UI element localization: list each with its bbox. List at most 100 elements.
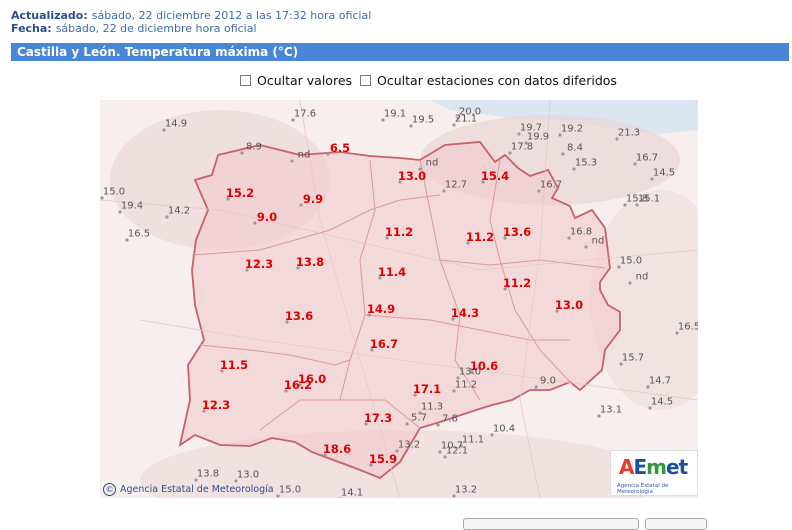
station-value[interactable]: 16.7: [369, 337, 399, 351]
station-value[interactable]: 17.3: [363, 411, 393, 425]
station-value[interactable]: 15.0: [619, 255, 643, 267]
station-value[interactable]: 11.4: [377, 265, 407, 279]
station-value[interactable]: 19.2: [560, 123, 584, 135]
station-value[interactable]: 13.0: [397, 169, 427, 183]
station-dot: [436, 423, 440, 427]
station-value[interactable]: 9.0: [540, 375, 556, 387]
station-value[interactable]: 14.1: [340, 487, 364, 499]
hide-stations-option[interactable]: Ocultar estaciones con datos diferidos: [360, 73, 617, 88]
station-dot: [537, 189, 541, 193]
date-value: sábado, 22 de diciembre hora oficial: [55, 22, 257, 35]
station-value[interactable]: 15.3: [574, 157, 598, 169]
station-value[interactable]: 10.7: [440, 440, 464, 452]
station-value[interactable]: 7.8: [442, 413, 458, 425]
aemet-logo-text: AEmet: [619, 455, 688, 479]
hide-values-option[interactable]: Ocultar valores: [240, 73, 352, 88]
station-value[interactable]: 17.8: [510, 141, 534, 153]
station-value[interactable]: 19.9: [526, 131, 550, 143]
station-value[interactable]: 13.2: [454, 484, 478, 496]
station-value[interactable]: 15.9: [368, 452, 398, 466]
station-dot: [534, 385, 538, 389]
station-value[interactable]: 15.0: [278, 484, 302, 496]
station-value[interactable]: nd: [635, 271, 649, 283]
station-value[interactable]: 8.4: [567, 142, 583, 154]
hide-values-checkbox[interactable]: [240, 75, 251, 86]
station-value[interactable]: 13.8: [295, 255, 325, 269]
bottom-select[interactable]: [463, 518, 639, 530]
station-value[interactable]: 11.2: [502, 276, 532, 290]
station-value[interactable]: 20.0: [458, 106, 482, 118]
station-value[interactable]: 14.3: [450, 306, 480, 320]
station-value[interactable]: 18.6: [322, 442, 352, 456]
station-value[interactable]: 15.1: [637, 193, 661, 205]
station-value[interactable]: 17.1: [412, 382, 442, 396]
station-value[interactable]: nd: [425, 157, 439, 169]
station-value[interactable]: 15.4: [480, 169, 510, 183]
station-value[interactable]: 19.7: [519, 122, 543, 134]
station-value[interactable]: 14.9: [164, 118, 188, 130]
station-value[interactable]: 15.8: [625, 193, 649, 205]
temperature-map[interactable]: 17.6 19.1 19.5 20.0 21.1 14.9 8.9 nd nd 19.7 19.2 1…: [100, 100, 698, 498]
station-value[interactable]: 14.2: [167, 205, 191, 217]
station-value[interactable]: 13.1: [599, 404, 623, 416]
station-value[interactable]: 13.0: [554, 298, 584, 312]
roads: [100, 100, 698, 498]
station-value[interactable]: 17.6: [293, 108, 317, 120]
station-value[interactable]: 21.3: [617, 127, 641, 139]
station-value[interactable]: 16.7: [635, 152, 659, 164]
station-dot: [245, 268, 249, 272]
station-value[interactable]: 11.3: [420, 401, 444, 413]
station-value[interactable]: 12.3: [244, 257, 274, 271]
station-value[interactable]: 21.1: [454, 113, 478, 125]
station-value[interactable]: 11.5: [219, 358, 249, 372]
station-value[interactable]: 13.2: [397, 439, 421, 451]
station-value[interactable]: 16.5: [677, 321, 698, 333]
station-value[interactable]: 10.4: [492, 423, 516, 435]
station-value[interactable]: 19.4: [120, 200, 144, 212]
station-value[interactable]: 6.5: [329, 141, 351, 155]
station-value[interactable]: 16.2: [283, 378, 313, 392]
station-value[interactable]: 19.1: [383, 108, 407, 120]
station-value[interactable]: 16.7: [539, 179, 563, 191]
station-value[interactable]: 16.0: [297, 372, 327, 386]
station-dot: [413, 393, 417, 397]
station-dot: [220, 369, 224, 373]
station-value[interactable]: 14.5: [650, 396, 674, 408]
hide-stations-checkbox[interactable]: [360, 75, 372, 86]
station-value[interactable]: nd: [591, 235, 605, 247]
station-dot: [619, 362, 623, 366]
station-value[interactable]: 13.6: [502, 225, 532, 239]
station-value[interactable]: 15.0: [102, 186, 126, 198]
station-value[interactable]: 14.9: [366, 302, 396, 316]
station-value[interactable]: 5.7: [411, 412, 427, 424]
station-value[interactable]: 11.2: [465, 230, 495, 244]
station-value[interactable]: 11.2: [384, 225, 414, 239]
page-title: Castilla y León. Temperatura máxima (°C): [11, 43, 789, 61]
aemet-logo[interactable]: AEmet Agencia Estatal de Meteorología: [610, 450, 698, 496]
station-value[interactable]: 9.9: [302, 192, 324, 206]
station-value[interactable]: 13.0: [458, 366, 482, 378]
station-value[interactable]: 14.7: [648, 375, 672, 387]
station-value[interactable]: 16.5: [127, 228, 151, 240]
station-dot: [524, 141, 528, 145]
station-value[interactable]: 19.5: [411, 114, 435, 126]
station-value[interactable]: 13.0: [236, 469, 260, 481]
station-value[interactable]: 12.1: [445, 445, 469, 457]
station-value[interactable]: 15.2: [225, 186, 255, 200]
station-dot: [165, 215, 169, 219]
station-value[interactable]: 14.5: [652, 167, 676, 179]
station-value[interactable]: 13.8: [196, 468, 220, 480]
station-value[interactable]: 12.3: [201, 398, 231, 412]
station-dot: [633, 162, 637, 166]
bottom-button[interactable]: [645, 518, 707, 530]
station-value[interactable]: 15.7: [621, 352, 645, 364]
station-value[interactable]: 12.7: [444, 179, 468, 191]
station-value[interactable]: nd: [297, 149, 311, 161]
station-value[interactable]: 9.0: [256, 210, 278, 224]
station-value[interactable]: 11.1: [461, 434, 485, 446]
station-value[interactable]: 10.6: [469, 359, 499, 373]
station-value[interactable]: 11.2: [454, 379, 478, 391]
station-value[interactable]: 13.6: [284, 309, 314, 323]
station-value[interactable]: 8.9: [246, 141, 262, 153]
station-value[interactable]: 16.8: [569, 226, 593, 238]
